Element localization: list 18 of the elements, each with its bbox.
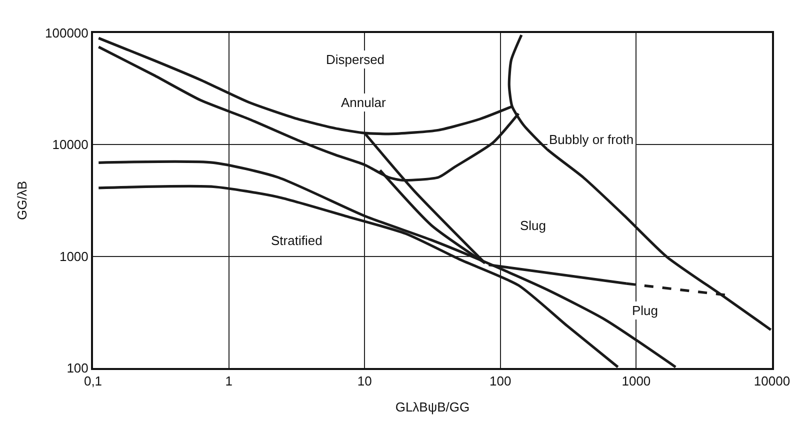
annotation: Bubbly or froth xyxy=(549,132,634,147)
x-tick-label: 10 xyxy=(357,374,372,389)
y-tick-label: 10000 xyxy=(52,137,88,152)
x-tick-label: 1000 xyxy=(622,374,651,389)
y-tick-label: 100 xyxy=(66,360,88,376)
x-tick-label: 100 xyxy=(490,374,512,389)
annotation: Stratified xyxy=(271,233,322,248)
y-tick-label: 100000 xyxy=(45,26,88,41)
annotation: Plug xyxy=(632,303,658,318)
x-tick-label: 10000 xyxy=(754,374,790,389)
y-tick-label: 1000 xyxy=(59,248,88,264)
annotation: Slug xyxy=(520,218,546,233)
x-axis-title: GLλBψB/GG xyxy=(395,400,470,415)
y-axis-title: GG/λB xyxy=(14,180,30,220)
x-tick-label: 1 xyxy=(225,374,232,389)
x-tick-label: 0,1 xyxy=(84,374,102,389)
annotation: Annular xyxy=(341,95,386,110)
annotation: Dispersed xyxy=(326,52,385,67)
